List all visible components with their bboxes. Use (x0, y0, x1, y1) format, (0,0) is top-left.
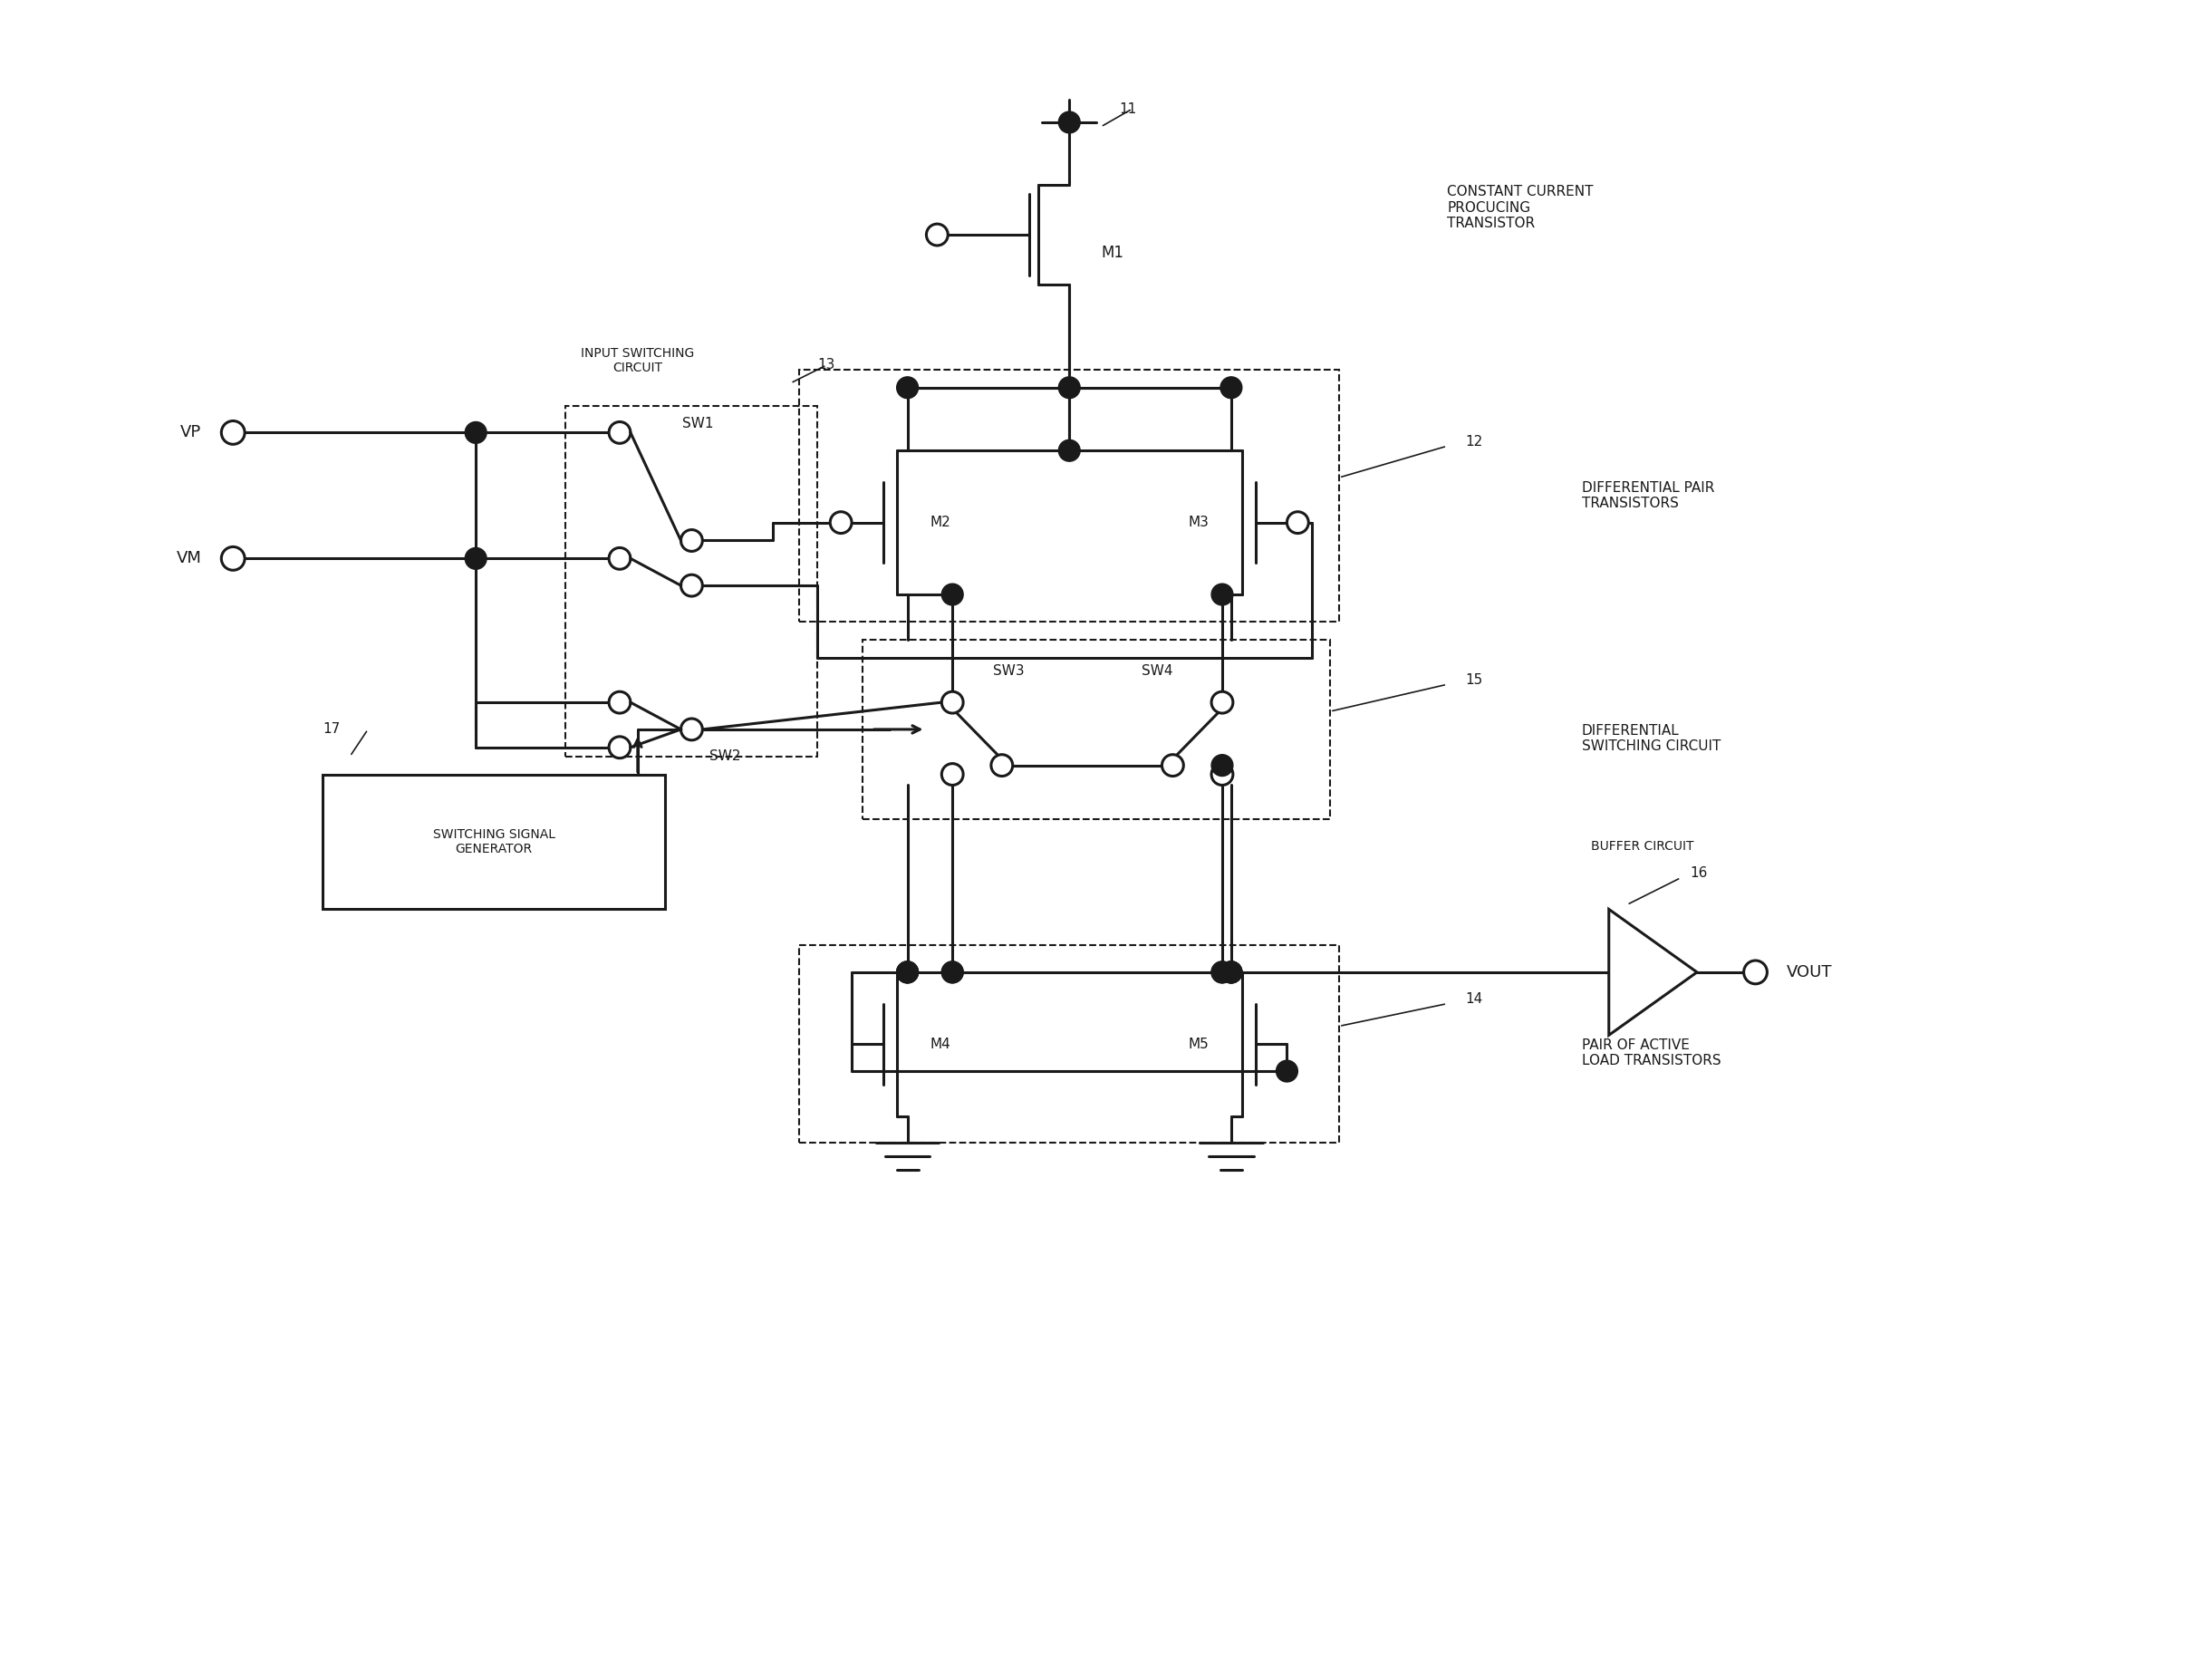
Circle shape (1220, 376, 1242, 398)
Circle shape (1059, 440, 1079, 462)
Text: 14: 14 (1466, 993, 1481, 1006)
Circle shape (897, 961, 919, 983)
Text: INPUT SWITCHING
CIRCUIT: INPUT SWITCHING CIRCUIT (580, 346, 695, 375)
Circle shape (1220, 961, 1242, 983)
Circle shape (897, 961, 919, 983)
Circle shape (1211, 763, 1233, 785)
Bar (323, 774, 664, 909)
Circle shape (1743, 961, 1767, 984)
Circle shape (1163, 754, 1183, 776)
Circle shape (609, 736, 631, 758)
Text: SW4: SW4 (1141, 664, 1172, 677)
Text: M5: M5 (1189, 1037, 1209, 1052)
Circle shape (941, 763, 963, 785)
Circle shape (1220, 961, 1242, 983)
Circle shape (466, 422, 486, 444)
Circle shape (609, 548, 631, 570)
Circle shape (1211, 583, 1233, 605)
Text: VP: VP (180, 425, 202, 440)
Circle shape (466, 548, 486, 570)
Text: M2: M2 (930, 516, 950, 529)
Polygon shape (1609, 909, 1697, 1035)
Bar (862, 640, 1330, 820)
Circle shape (941, 692, 963, 714)
Circle shape (1211, 961, 1233, 983)
Circle shape (941, 961, 963, 983)
Text: PAIR OF ACTIVE
LOAD TRANSISTORS: PAIR OF ACTIVE LOAD TRANSISTORS (1583, 1038, 1721, 1068)
Circle shape (1059, 376, 1079, 398)
Text: DIFFERENTIAL
SWITCHING CIRCUIT: DIFFERENTIAL SWITCHING CIRCUIT (1583, 724, 1721, 753)
Circle shape (1288, 512, 1308, 533)
Circle shape (1211, 692, 1233, 714)
Text: 13: 13 (818, 358, 835, 371)
Circle shape (681, 719, 703, 741)
Circle shape (1211, 961, 1233, 983)
Circle shape (609, 422, 631, 444)
Bar (565, 405, 818, 756)
Circle shape (609, 692, 631, 714)
Text: 17: 17 (323, 722, 341, 736)
Text: M3: M3 (1187, 516, 1209, 529)
Circle shape (831, 512, 851, 533)
Text: M1: M1 (1101, 245, 1123, 260)
Text: SW2: SW2 (710, 749, 741, 763)
Bar (800, 946, 1339, 1142)
Text: 15: 15 (1466, 674, 1481, 687)
Text: CONSTANT CURRENT
PROCUCING
TRANSISTOR: CONSTANT CURRENT PROCUCING TRANSISTOR (1446, 185, 1594, 230)
Text: VOUT: VOUT (1787, 964, 1833, 981)
Circle shape (1220, 961, 1242, 983)
Circle shape (222, 422, 244, 444)
Text: SW3: SW3 (993, 664, 1024, 677)
Circle shape (991, 754, 1013, 776)
Circle shape (1211, 754, 1233, 776)
Circle shape (1059, 111, 1079, 133)
Bar (800, 370, 1339, 622)
Circle shape (1220, 961, 1242, 983)
Circle shape (681, 575, 703, 596)
Text: 11: 11 (1119, 102, 1136, 116)
Circle shape (222, 546, 244, 570)
Text: BUFFER CIRCUIT: BUFFER CIRCUIT (1591, 840, 1695, 853)
Text: 12: 12 (1466, 435, 1481, 449)
Circle shape (897, 376, 919, 398)
Circle shape (941, 583, 963, 605)
Text: VM: VM (176, 551, 202, 566)
Circle shape (941, 961, 963, 983)
Text: 16: 16 (1690, 867, 1708, 880)
Circle shape (1277, 1060, 1297, 1082)
Circle shape (681, 529, 703, 551)
Circle shape (925, 223, 947, 245)
Text: SWITCHING SIGNAL
GENERATOR: SWITCHING SIGNAL GENERATOR (433, 828, 554, 855)
Text: M4: M4 (930, 1037, 950, 1052)
Text: SW1: SW1 (684, 417, 714, 430)
Text: DIFFERENTIAL PAIR
TRANSISTORS: DIFFERENTIAL PAIR TRANSISTORS (1583, 480, 1714, 511)
Circle shape (897, 961, 919, 983)
